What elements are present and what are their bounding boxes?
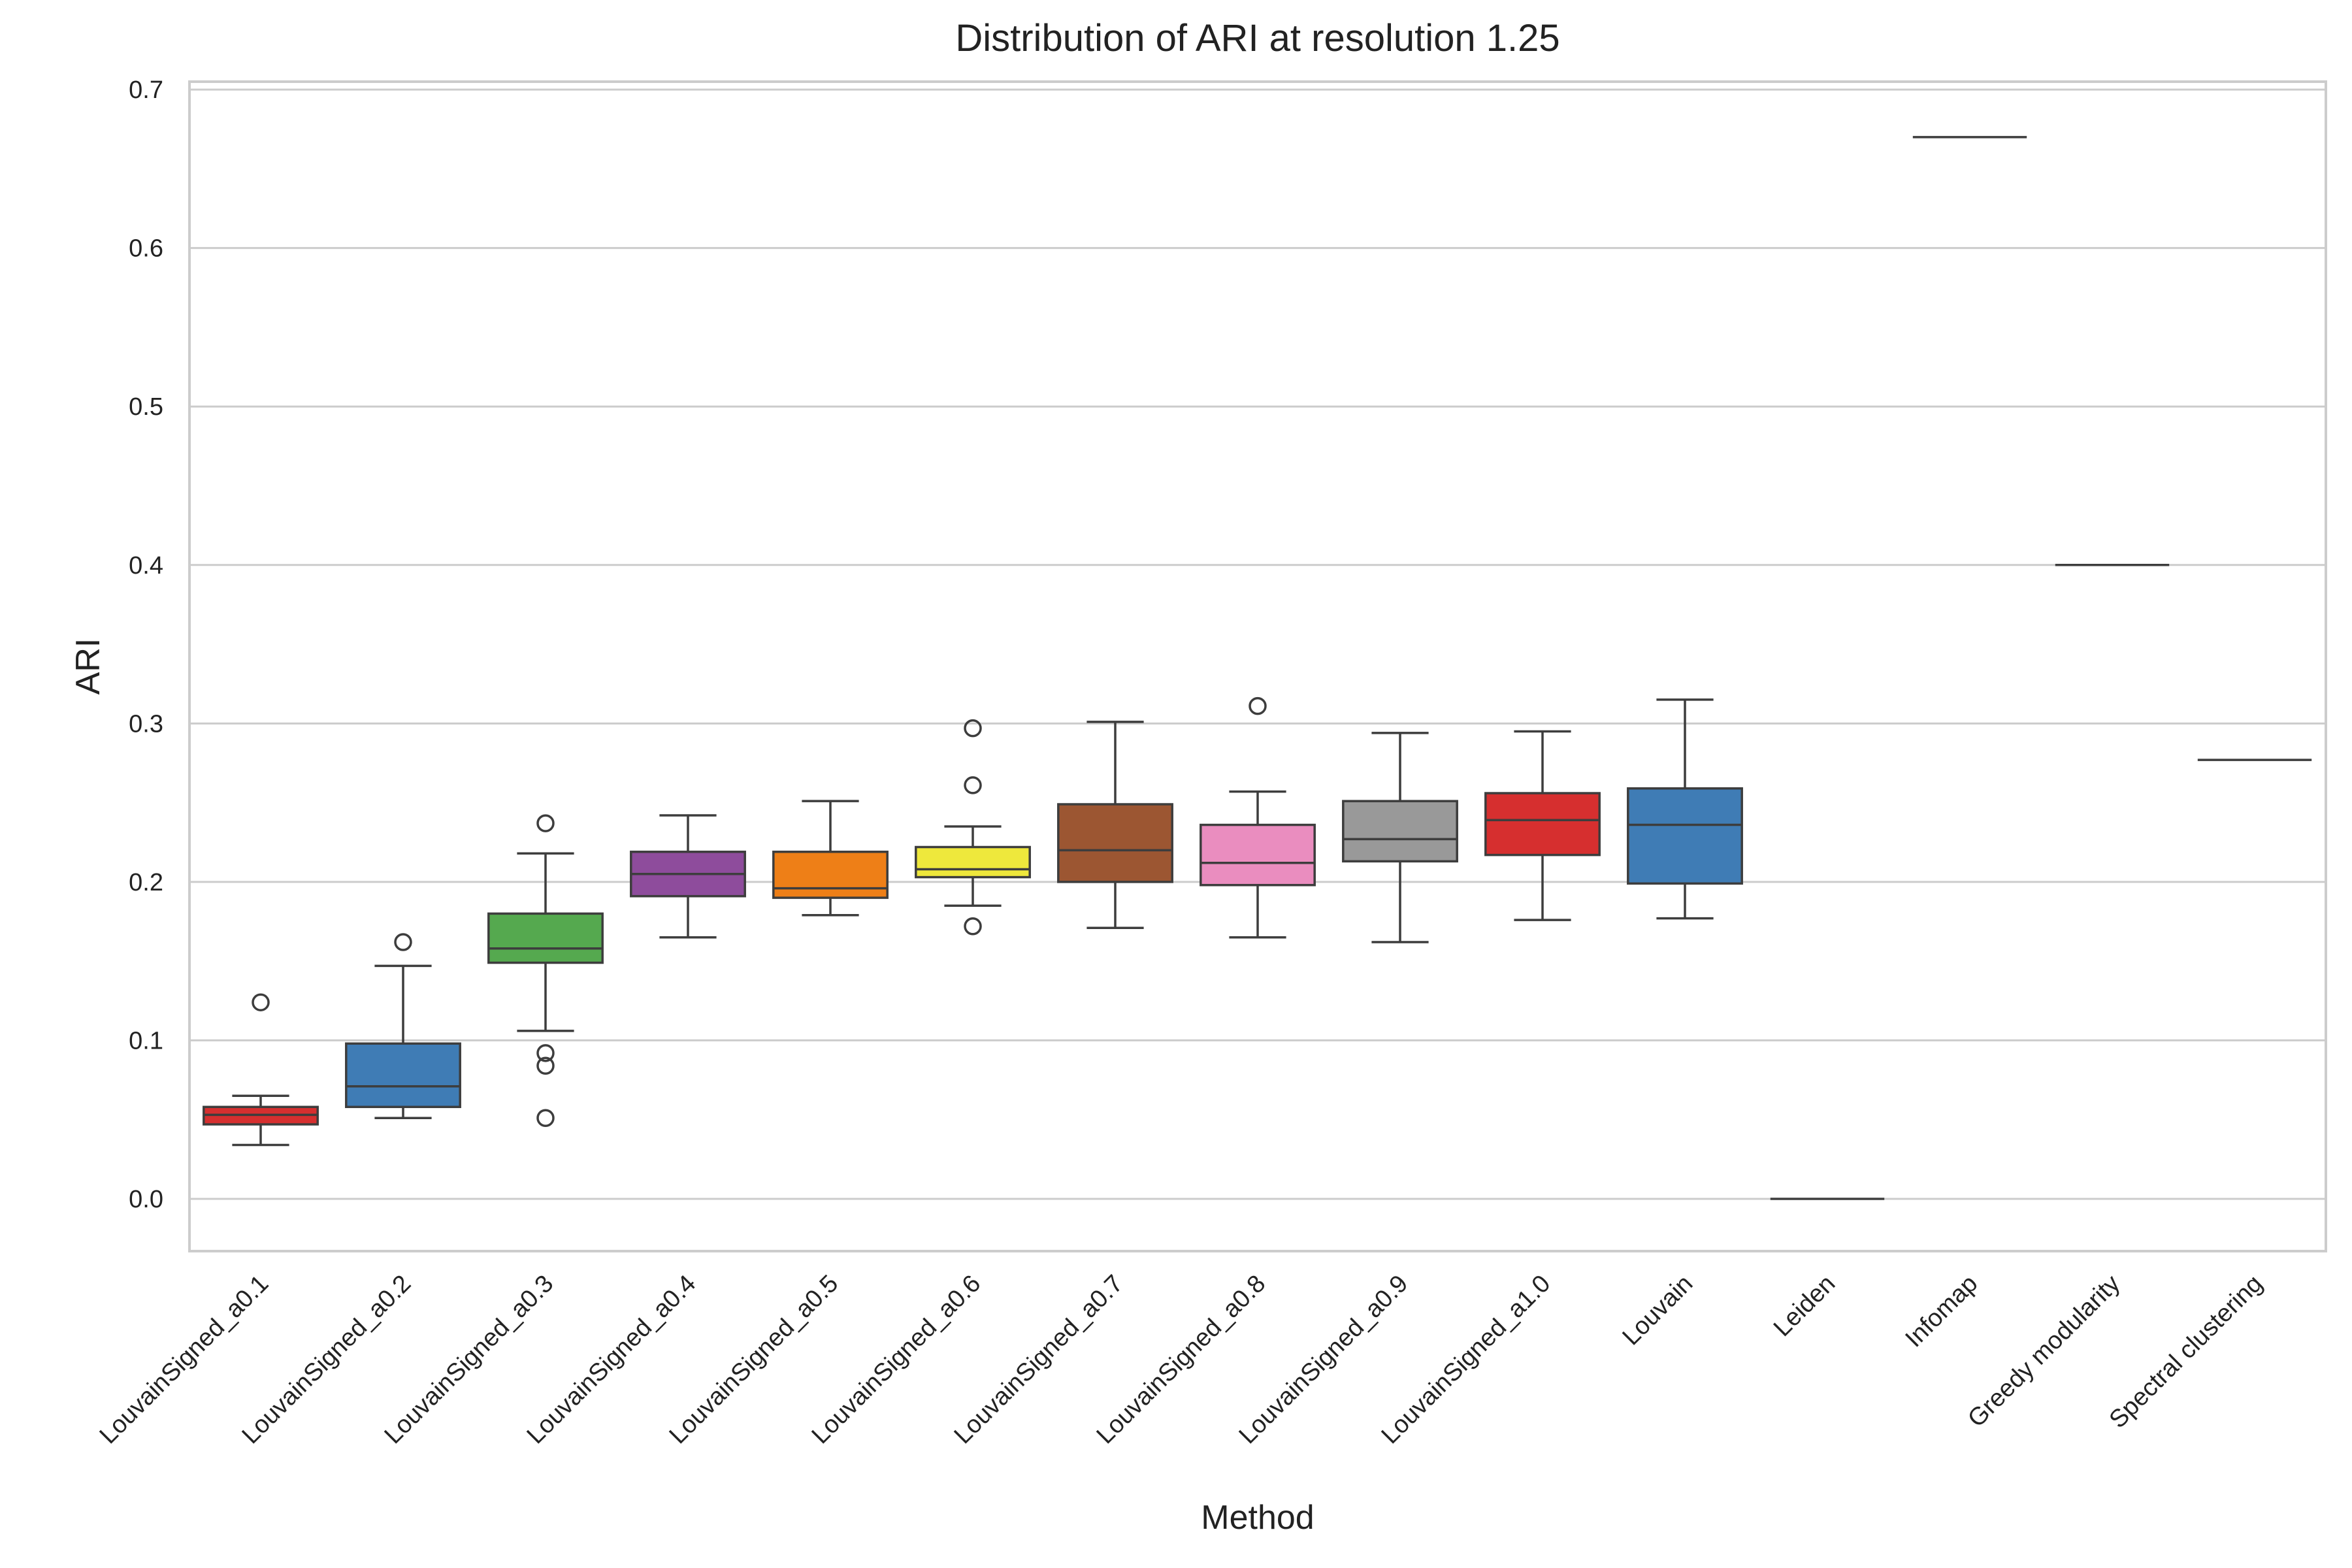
box-group [915, 719, 1031, 936]
y-tick-label: 0.2 [129, 869, 163, 896]
outlier-point [536, 1109, 555, 1128]
box-group [630, 814, 746, 939]
box-group [772, 800, 889, 917]
x-tick-label: Infomap [1901, 1270, 1984, 1353]
iqr-box [1342, 800, 1458, 863]
outlier-point [536, 814, 555, 832]
plot-frame [188, 80, 2327, 1252]
iqr-box [345, 1042, 461, 1109]
outlier-point [964, 917, 982, 936]
x-tick-labels: LouvainSigned_a0.1LouvainSigned_a0.2Louv… [95, 1270, 2268, 1450]
y-tick-labels: 0.0 0.1 0.2 0.3 0.4 0.5 0.6 0.7 [129, 76, 163, 1213]
box-group [1057, 721, 1173, 929]
y-tick-label: 0.3 [129, 710, 163, 738]
x-axis-label: Method [1201, 1499, 1314, 1537]
marks-layer [203, 136, 2312, 1200]
box-group [1342, 732, 1458, 943]
grid-layer [189, 88, 2326, 1200]
iqr-box [915, 845, 1031, 879]
y-tick-label: 0.7 [129, 76, 163, 104]
x-tick-label: Greedy modularity [1963, 1270, 2125, 1433]
outlier-point [964, 719, 982, 738]
box-group [487, 814, 604, 1128]
box-group [1200, 696, 1316, 939]
y-tick-label: 0.4 [129, 552, 163, 580]
y-tick-label: 0.1 [129, 1027, 163, 1054]
outlier-point [536, 1044, 555, 1062]
outlier-point [1249, 696, 1267, 715]
outlier-point [536, 1056, 555, 1075]
iqr-box [772, 851, 889, 899]
y-tick-label: 0.5 [129, 393, 163, 421]
box-group [203, 993, 319, 1147]
y-tick-label: 0.6 [129, 235, 163, 263]
x-tick-label: Leiden [1769, 1270, 1840, 1342]
outlier-point [252, 993, 270, 1011]
iqr-box [487, 912, 604, 964]
iqr-box [1057, 803, 1173, 883]
y-tick-label: 0.0 [129, 1186, 163, 1213]
outlier-point [964, 776, 982, 794]
x-tick-label: Spectral clustering [2104, 1270, 2268, 1434]
box-group [345, 933, 461, 1120]
iqr-box [1484, 792, 1601, 857]
outlier-point [394, 933, 412, 951]
iqr-box [1627, 787, 1743, 885]
y-axis-label: ARI [69, 638, 107, 695]
box-group [1484, 730, 1601, 921]
box-group [1627, 698, 1743, 920]
chart-title: Distribution of ARI at resolution 1.25 [955, 17, 1560, 59]
iqr-box [1200, 823, 1316, 887]
x-tick-label: Louvain [1618, 1270, 1699, 1351]
